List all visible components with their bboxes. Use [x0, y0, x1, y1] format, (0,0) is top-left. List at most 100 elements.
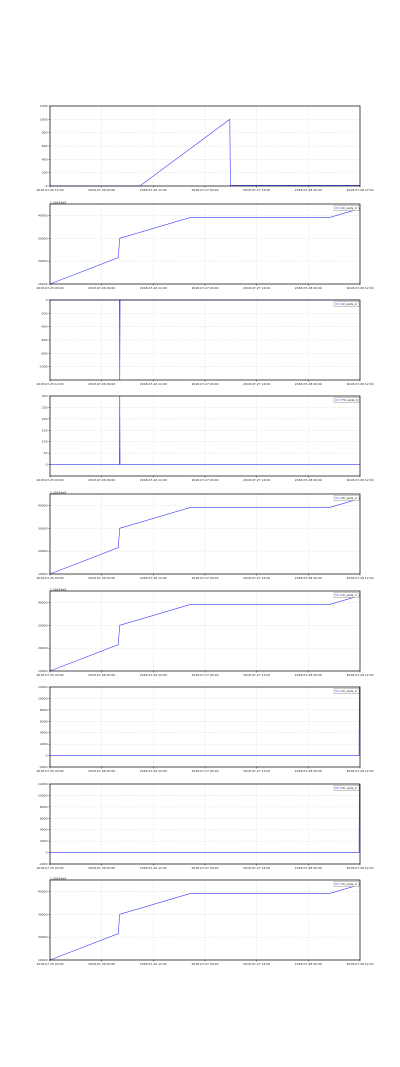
x-tick-label: 2018-07-26 12:00 [140, 576, 167, 580]
chart-svg-5: 10000 20000 30000 40000 2018-07-25 00:00 2018… [36, 491, 373, 581]
y-tick-label: 40000 [38, 213, 48, 217]
x-tick-label: 2018-07-27 12:00 [243, 962, 270, 966]
x-tick-label: 2018-07-25 00:00 [36, 673, 63, 677]
x-tick-label: 2018-07-28 00:00 [295, 866, 322, 870]
legend-label: 1/0_sqds_lc [340, 786, 358, 790]
y-tick-label: 0 [46, 298, 48, 302]
x-tick-label: 2018-07-27 00:00 [191, 188, 218, 192]
x-tick-label: 2018-07-28 12:00 [346, 769, 373, 773]
x-tick-label: 2018-07-26 00:00 [88, 576, 115, 580]
x-tick-label: 2018-07-27 12:00 [243, 576, 270, 580]
plot-frame [49, 783, 361, 865]
y-tick-label: -1000 [39, 365, 48, 369]
chart-svg-7: -2000 0 2000 4000 6000 8000 10000 12000 2018-07-… [36, 685, 373, 773]
legend-label: 1/0_sqds_lc [340, 689, 358, 693]
x-tick-label: 2018-07-27 00:00 [191, 962, 218, 966]
y-tick-label: 30000 [38, 236, 48, 240]
x-tick-label: 2018-07-28 12:00 [346, 673, 373, 677]
y-tick-label: 4000 [40, 731, 48, 735]
x-tick-label: 2018-07-27 00:00 [191, 478, 218, 482]
y-tick-label: 2000 [40, 742, 48, 746]
x-tick-label: 2018-07-26 00:00 [88, 382, 115, 386]
y-tick-label: 150 [42, 428, 48, 432]
series-line [49, 498, 361, 575]
y-tick-label: 30000 [38, 623, 48, 627]
x-tick-label: 2018-07-27 12:00 [243, 866, 270, 870]
x-tick-label: 2018-07-26 00:00 [88, 478, 115, 482]
x-tick-label: 2018-07-28 12:00 [346, 962, 373, 966]
x-tick-label: 2018-07-27 00:00 [191, 286, 218, 290]
y-tick-label: 400 [42, 157, 48, 161]
chart-panel-8: -2000 0 2000 4000 6000 8000 10000 12000 2018-07-… [0, 781, 400, 871]
y-tick-label: 10000 [38, 282, 48, 286]
x-tick-label: 2018-07-25 00:00 [36, 962, 63, 966]
y-tick-label: -200 [41, 311, 48, 315]
y-tick-label: 200 [42, 417, 48, 421]
chart-svg-8: -2000 0 2000 4000 6000 8000 10000 12000 2018-07-… [36, 782, 373, 870]
chart-panel-6: 10000 20000 30000 40000 2018-07-25 00:00 2018… [0, 588, 400, 678]
y-tick-label: 10000 [38, 958, 48, 962]
y-tick-label: 8000 [40, 708, 48, 712]
y-offset-label: 1.30014e9 [50, 491, 66, 495]
x-tick-label: 2018-07-26 00:00 [88, 962, 115, 966]
chart-panel-9: 10000 20000 30000 40000 2018-07-25 00:00 2018… [0, 877, 400, 967]
x-tick-label: 2018-07-27 12:00 [243, 769, 270, 773]
y-tick-label: -2000 [39, 765, 48, 769]
y-tick-label: 10000 [38, 696, 48, 700]
x-tick-label: 2018-07-26 00:00 [88, 866, 115, 870]
y-tick-label: 100 [42, 440, 48, 444]
x-tick-label: 2018-07-27 12:00 [243, 286, 270, 290]
x-tick-label: 2018-07-26 12:00 [140, 673, 167, 677]
series-line [49, 208, 361, 285]
chart-svg-1: 0 200 400 600 800 1000 1200 2018-07-25 12:00 201… [36, 104, 373, 192]
y-tick-label: 12000 [38, 782, 48, 786]
series-line [49, 595, 361, 672]
x-tick-label: 2018-07-28 12:00 [346, 478, 373, 482]
legend-box [333, 592, 360, 598]
x-tick-label: 2018-07-27 12:00 [243, 382, 270, 386]
y-tick-label: 0 [46, 754, 48, 758]
legend-label: 1/0_sqds_lc [340, 206, 358, 210]
y-tick-label: 1000 [40, 117, 48, 121]
y-tick-label: 40000 [38, 503, 48, 507]
x-tick-label: 2018-07-28 12:00 [346, 866, 373, 870]
x-tick-label: 2018-07-27 00:00 [191, 866, 218, 870]
chart-svg-3: 0 -200 -400 -600 -800 -1000 2018-07-25 12:00 20… [36, 298, 373, 386]
y-tick-label: 20000 [38, 549, 48, 553]
chart-svg-4: 0 50 100 150 200 250 300 2018-07-25 00:00 2018-0… [36, 394, 373, 482]
legend-box [333, 301, 360, 307]
legend-box [333, 397, 360, 403]
x-tick-label: 2018-07-28 00:00 [295, 478, 322, 482]
x-tick-label: 2018-07-28 00:00 [295, 576, 322, 580]
y-tick-label: 250 [42, 405, 48, 409]
x-tick-label: 2018-07-28 00:00 [295, 673, 322, 677]
y-tick-label: 50 [44, 451, 48, 455]
x-tick-label: 2018-07-26 12:00 [140, 188, 167, 192]
x-tick-label: 2018-07-27 12:00 [243, 188, 270, 192]
x-tick-label: 2018-07-28 00:00 [295, 188, 322, 192]
y-offset-label: 1.30014e9 [50, 201, 66, 205]
y-tick-label: 6000 [40, 816, 48, 820]
y-tick-label: 0 [46, 851, 48, 855]
legend-box [333, 205, 360, 211]
x-tick-label: 2018-07-28 00:00 [295, 382, 322, 386]
x-tick-label: 2018-07-26 00:00 [88, 286, 115, 290]
y-tick-label: 8000 [40, 805, 48, 809]
y-tick-label: 0 [46, 184, 48, 188]
x-tick-label: 2018-07-28 12:00 [346, 286, 373, 290]
y-tick-label: -2000 [39, 862, 48, 866]
x-tick-label: 2018-07-28 12:00 [346, 382, 373, 386]
x-tick-label: 2018-07-28 00:00 [295, 769, 322, 773]
x-tick-label: 2018-07-27 00:00 [191, 673, 218, 677]
x-tick-label: 2018-07-27 12:00 [243, 478, 270, 482]
series-line [49, 884, 361, 961]
x-tick-label: 2018-07-25 00:00 [36, 576, 63, 580]
x-tick-label: 2018-07-26 12:00 [140, 478, 167, 482]
legend-label: 1/0_sqds_lc [340, 496, 358, 500]
chart-panel-5: 10000 20000 30000 40000 2018-07-25 00:00 2018… [0, 491, 400, 581]
chart-panel-3: 0 -200 -400 -600 -800 -1000 2018-07-25 12:00 20… [0, 297, 400, 387]
y-tick-label: 10000 [38, 793, 48, 797]
y-tick-label: 10000 [38, 572, 48, 576]
x-tick-label: 2018-07-28 12:00 [346, 188, 373, 192]
y-tick-label: 30000 [38, 526, 48, 530]
